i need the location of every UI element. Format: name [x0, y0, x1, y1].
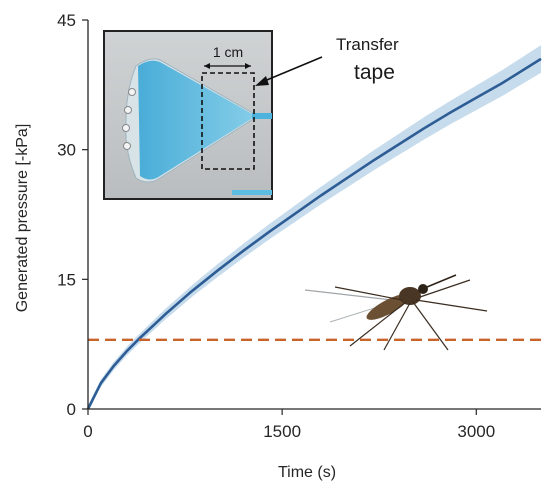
scale-bar-arrow-left: [204, 63, 210, 69]
mosquito-abdomen: [366, 294, 410, 320]
mosquito-leg: [349, 301, 407, 347]
error-band-layer: [88, 45, 541, 410]
callout-label-tape: tape: [354, 61, 395, 84]
callout-arrow-head: [255, 76, 269, 86]
callout-label-transfer: Transfer: [336, 35, 399, 54]
y-axis-title: Generated pressure [-kPa]: [14, 124, 31, 313]
inset-port: [123, 142, 131, 150]
transfer-tape-box: [201, 72, 255, 170]
inset-port: [124, 106, 132, 114]
pressure-series-line: [86, 57, 542, 410]
x-axis-title: Time (s): [278, 464, 336, 481]
mosquito-leg: [334, 286, 403, 301]
mosquito-thorax: [399, 287, 421, 305]
scale-bar-label: 1 cm: [213, 44, 243, 60]
outlet-channel: [232, 190, 272, 195]
mosquito-leg: [383, 302, 411, 351]
mosquito-wing: [304, 289, 393, 301]
series-error-band: [88, 45, 541, 410]
inset-port: [128, 88, 136, 96]
scale-bar-arrow-right: [245, 63, 251, 69]
inset-port: [122, 124, 130, 132]
callout-arrow-line: [261, 56, 323, 83]
mosquito-head: [418, 284, 428, 294]
y-tick-label: 30: [57, 141, 76, 160]
x-tick-label: 1500: [263, 422, 301, 441]
mosquito-leg: [419, 279, 471, 298]
y-tick-label: 45: [57, 11, 76, 30]
inset-photo: 1 cm: [103, 30, 273, 200]
mosquito-leg: [415, 299, 488, 312]
mosquito-proboscis: [426, 274, 457, 288]
series-layer: [86, 57, 542, 410]
outlet-channel: [252, 113, 272, 119]
tick-layer: 0 1500 3000 0 15 30 45: [57, 11, 495, 441]
mosquito-leg: [412, 301, 449, 351]
mosquito-illustration: [304, 274, 488, 351]
dye-fill: [138, 60, 256, 180]
x-tick-label: 0: [83, 422, 92, 441]
x-tick-label: 3000: [457, 422, 495, 441]
y-tick-label: 15: [57, 270, 76, 289]
y-tick-label: 0: [67, 400, 76, 419]
